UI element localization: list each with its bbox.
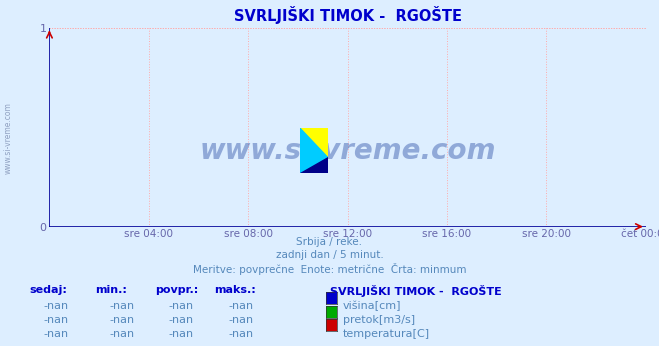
Polygon shape: [300, 128, 328, 157]
Text: -nan: -nan: [43, 315, 69, 325]
Polygon shape: [300, 128, 328, 173]
Text: -nan: -nan: [109, 315, 134, 325]
Text: temperatura[C]: temperatura[C]: [343, 329, 430, 339]
Text: -nan: -nan: [169, 315, 194, 325]
Title: SVRLJIŠKI TIMOK -  RGOŠTE: SVRLJIŠKI TIMOK - RGOŠTE: [234, 6, 461, 24]
Text: -nan: -nan: [169, 329, 194, 339]
Text: sedaj:: sedaj:: [30, 285, 67, 295]
Text: www.si-vreme.com: www.si-vreme.com: [200, 137, 496, 165]
Polygon shape: [300, 157, 328, 173]
Text: -nan: -nan: [109, 301, 134, 311]
Text: Srbija / reke.: Srbija / reke.: [297, 237, 362, 247]
Text: -nan: -nan: [43, 329, 69, 339]
Text: min.:: min.:: [96, 285, 127, 295]
Text: www.si-vreme.com: www.si-vreme.com: [3, 102, 13, 174]
Text: zadnji dan / 5 minut.: zadnji dan / 5 minut.: [275, 250, 384, 260]
Text: -nan: -nan: [43, 301, 69, 311]
Text: pretok[m3/s]: pretok[m3/s]: [343, 315, 415, 325]
Text: povpr.:: povpr.:: [155, 285, 198, 295]
Text: -nan: -nan: [228, 301, 253, 311]
Text: -nan: -nan: [109, 329, 134, 339]
Text: maks.:: maks.:: [214, 285, 256, 295]
Text: -nan: -nan: [169, 301, 194, 311]
Text: višina[cm]: višina[cm]: [343, 301, 401, 311]
Text: SVRLJIŠKI TIMOK -  RGOŠTE: SVRLJIŠKI TIMOK - RGOŠTE: [330, 285, 501, 298]
Text: -nan: -nan: [228, 329, 253, 339]
Text: -nan: -nan: [228, 315, 253, 325]
Text: Meritve: povprečne  Enote: metrične  Črta: minmum: Meritve: povprečne Enote: metrične Črta:…: [192, 263, 467, 275]
